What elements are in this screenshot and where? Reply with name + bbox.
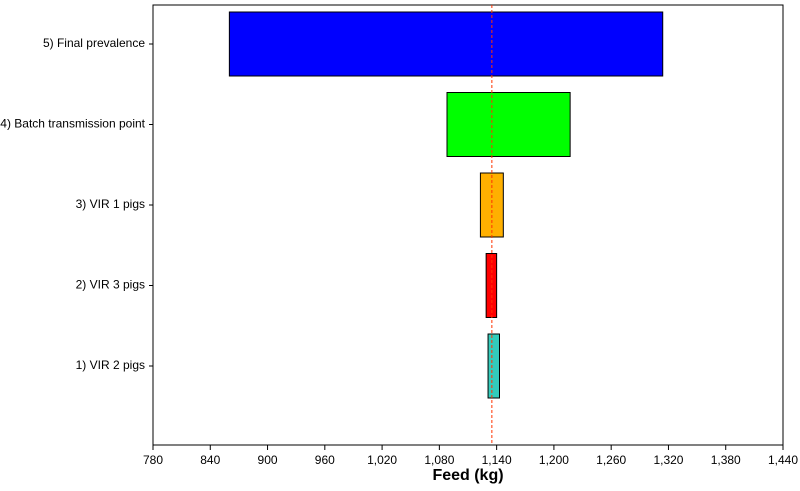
x-tick-label: 1,440 [768,453,798,467]
x-tick-label: 1,200 [539,453,569,467]
x-tick-label: 1,080 [424,453,454,467]
x-tick-label: 1,020 [367,453,397,467]
bar [487,333,500,399]
y-tick-label: 3) VIR 1 pigs [76,197,145,211]
y-tick-label: 2) VIR 3 pigs [76,278,145,292]
bar [446,92,571,157]
x-tick-label: 1,320 [653,453,683,467]
x-tick-label: 840 [200,453,220,467]
y-tick-label: 1) VIR 2 pigs [76,358,145,372]
bar [228,11,664,77]
x-tick-label: 1,260 [596,453,626,467]
x-tick-label: 900 [258,453,278,467]
x-axis-label: Feed (kg) [432,467,503,484]
x-tick-label: 780 [143,453,163,467]
plot-frame [152,4,784,446]
x-tick-label: 960 [315,453,335,467]
x-tick-label: 1,380 [711,453,741,467]
y-tick-label: 4) Batch transmission point [0,117,145,131]
x-tick-label: 1,140 [482,453,512,467]
y-tick-label: 5) Final prevalence [43,36,145,50]
